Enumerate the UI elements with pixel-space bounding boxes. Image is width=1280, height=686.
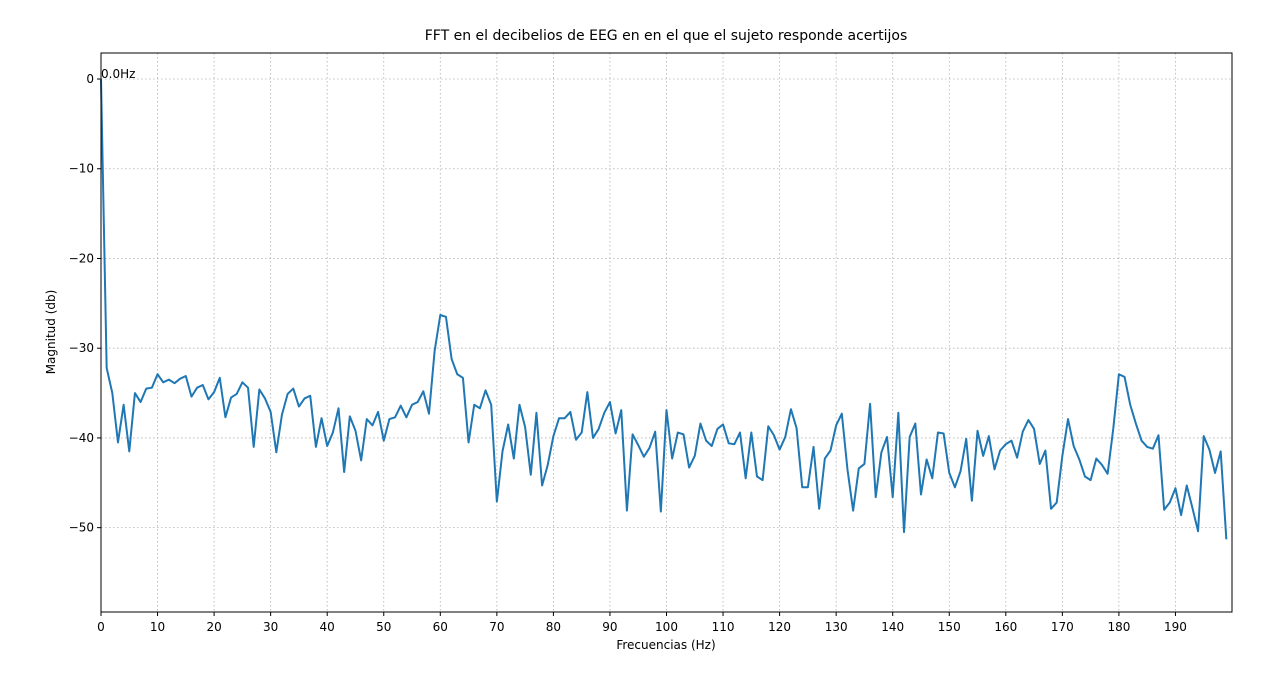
x-tick-label: 130 bbox=[825, 620, 848, 634]
x-tick-label: 140 bbox=[881, 620, 904, 634]
y-tick-label: −20 bbox=[69, 251, 94, 265]
x-tick-label: 160 bbox=[994, 620, 1017, 634]
y-tick-label: −40 bbox=[69, 431, 94, 445]
data-line bbox=[100, 79, 1228, 540]
x-tick-label: 150 bbox=[938, 620, 961, 634]
y-tick-label: −50 bbox=[69, 521, 94, 535]
y-tick-label: −30 bbox=[69, 341, 94, 355]
x-tick-label: 100 bbox=[655, 620, 678, 634]
x-tick-label: 190 bbox=[1164, 620, 1187, 634]
x-tick-label: 60 bbox=[433, 620, 448, 634]
x-tick-label: 40 bbox=[320, 620, 335, 634]
x-tick-label: 80 bbox=[546, 620, 561, 634]
x-tick-label: 10 bbox=[150, 620, 165, 634]
x-tick-label: 20 bbox=[206, 620, 221, 634]
plot-frame bbox=[100, 52, 1233, 613]
x-tick-label: 170 bbox=[1051, 620, 1074, 634]
annotation: 0.0Hz bbox=[101, 67, 135, 81]
y-tick-label: −10 bbox=[69, 162, 94, 176]
y-axis-label: Magnitud (db) bbox=[44, 290, 58, 375]
x-axis-label: Frecuencias (Hz) bbox=[616, 638, 715, 652]
chart-title: FFT en el decibelios de EEG en en el que… bbox=[425, 28, 908, 44]
x-tick-label: 110 bbox=[712, 620, 735, 634]
x-tick-label: 30 bbox=[263, 620, 278, 634]
x-tick-label: 120 bbox=[768, 620, 791, 634]
x-tick-label: 50 bbox=[376, 620, 391, 634]
x-tick-label: 180 bbox=[1107, 620, 1130, 634]
x-tick-label: 70 bbox=[489, 620, 504, 634]
x-tick-label: 90 bbox=[602, 620, 617, 634]
y-tick-label: 0 bbox=[86, 72, 94, 86]
x-tick-label: 0 bbox=[97, 620, 105, 634]
